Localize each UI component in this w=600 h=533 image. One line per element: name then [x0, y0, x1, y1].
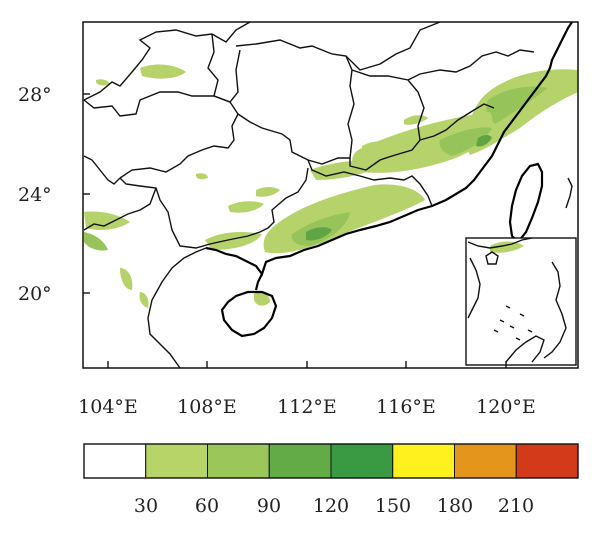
- boundary-north-sichuan: [83, 21, 251, 101]
- coastline-philippines-edge: [565, 177, 573, 209]
- boundary-hubei-hunan: [235, 21, 441, 71]
- boundary-hunan: [237, 55, 355, 165]
- colorbar-label-120: 120: [313, 495, 349, 517]
- inset-hainan: [485, 251, 499, 265]
- boundary-yunnan-west: [83, 155, 121, 185]
- precip-area-yunnan-4: [139, 292, 149, 308]
- colorbar-label-180: 180: [437, 495, 473, 517]
- coastline-hainan: [220, 290, 278, 338]
- lon-tick-label-104: 104°E: [78, 396, 138, 418]
- inset-vietnam-coast: [467, 257, 481, 319]
- precip-area-jiangxi-2: [404, 115, 428, 125]
- boundary-guangdong-north: [307, 159, 433, 207]
- precip-area-guangxi-3: [256, 187, 280, 197]
- colorbar-label-150: 150: [375, 495, 411, 517]
- boundary-guangxi: [119, 167, 309, 249]
- colorbar-cell-1: [145, 443, 208, 479]
- precip-area-yunnan-3: [120, 268, 133, 290]
- inset-philippines: [543, 261, 567, 359]
- precip-area-fujian-dark: [476, 135, 492, 147]
- precip-area-dot-1: [96, 79, 110, 86]
- coastline-gulf-tonkin: [147, 247, 207, 369]
- colorbar-cells: [83, 443, 579, 479]
- lon-tick-label-116: 116°E: [376, 396, 436, 418]
- colorbar-cell-0: [83, 443, 147, 479]
- colorbar-cell-6: [454, 443, 517, 479]
- coastlines: [147, 21, 573, 369]
- precip-area-yunnan-2: [84, 232, 108, 251]
- latitude-axis: 28° 24° 20°: [18, 84, 90, 305]
- colorbar-cell-2: [207, 443, 270, 479]
- boundary-fujian-zhejiang: [407, 49, 535, 81]
- lat-tick-label-28: 28°: [18, 84, 52, 106]
- longitude-axis: 104°E 108°E 112°E 116°E 120°E: [78, 361, 536, 418]
- precip-area-hainan: [254, 292, 270, 306]
- boundary-chongqing: [207, 33, 231, 103]
- precip-area-yunnan: [84, 211, 130, 230]
- colorbar-frame: [83, 443, 579, 479]
- inset-precip-area: [490, 241, 524, 253]
- inset-mainland-coast: [467, 237, 533, 249]
- colorbar-label-210: 210: [498, 495, 534, 517]
- colorbar-label-30: 30: [134, 495, 158, 517]
- boundary-fujian: [419, 103, 495, 141]
- map-frame: [82, 21, 579, 369]
- colorbar-label-60: 60: [195, 495, 219, 517]
- colorbar-cell-7: [515, 443, 579, 479]
- precip-area-zhejiang: [466, 69, 578, 155]
- precip-area-guangdong-dark: [306, 227, 332, 241]
- boundary-guizhou-south: [119, 101, 239, 179]
- precip-area-zhejiang-core: [486, 86, 548, 124]
- coastline-leizhou: [254, 273, 263, 291]
- precip-area-guangxi-2: [228, 201, 264, 213]
- colorbar-cell-3: [268, 443, 332, 479]
- coastline-taiwan: [508, 162, 544, 244]
- south-china-sea-inset: [465, 237, 577, 366]
- boundary-jiangxi: [349, 69, 425, 171]
- colorbar: 30 60 90 120 150 180 210: [83, 443, 579, 517]
- inset-borneo: [505, 335, 545, 363]
- precip-area-dot-2: [196, 173, 208, 180]
- precip-area-fujian-core: [439, 127, 492, 156]
- boundary-yunnan: [83, 187, 157, 231]
- lat-tick-label-24: 24°: [18, 184, 52, 206]
- precip-area-jiangxi: [362, 141, 396, 153]
- province-boundaries: [83, 21, 535, 249]
- coastline-mainland: [205, 21, 573, 277]
- inset-islands: [493, 305, 533, 341]
- colorbar-cell-5: [392, 443, 455, 479]
- lon-tick-label-112: 112°E: [277, 396, 337, 418]
- lon-tick-label-120: 120°E: [476, 396, 536, 418]
- boundary-guizhou-north: [83, 49, 241, 117]
- lat-tick-label-20: 20°: [18, 283, 52, 305]
- colorbar-cell-4: [330, 443, 394, 479]
- lon-tick-label-108: 108°E: [177, 396, 237, 418]
- colorbar-label-90: 90: [257, 495, 281, 517]
- precip-area-sichuan: [140, 64, 186, 79]
